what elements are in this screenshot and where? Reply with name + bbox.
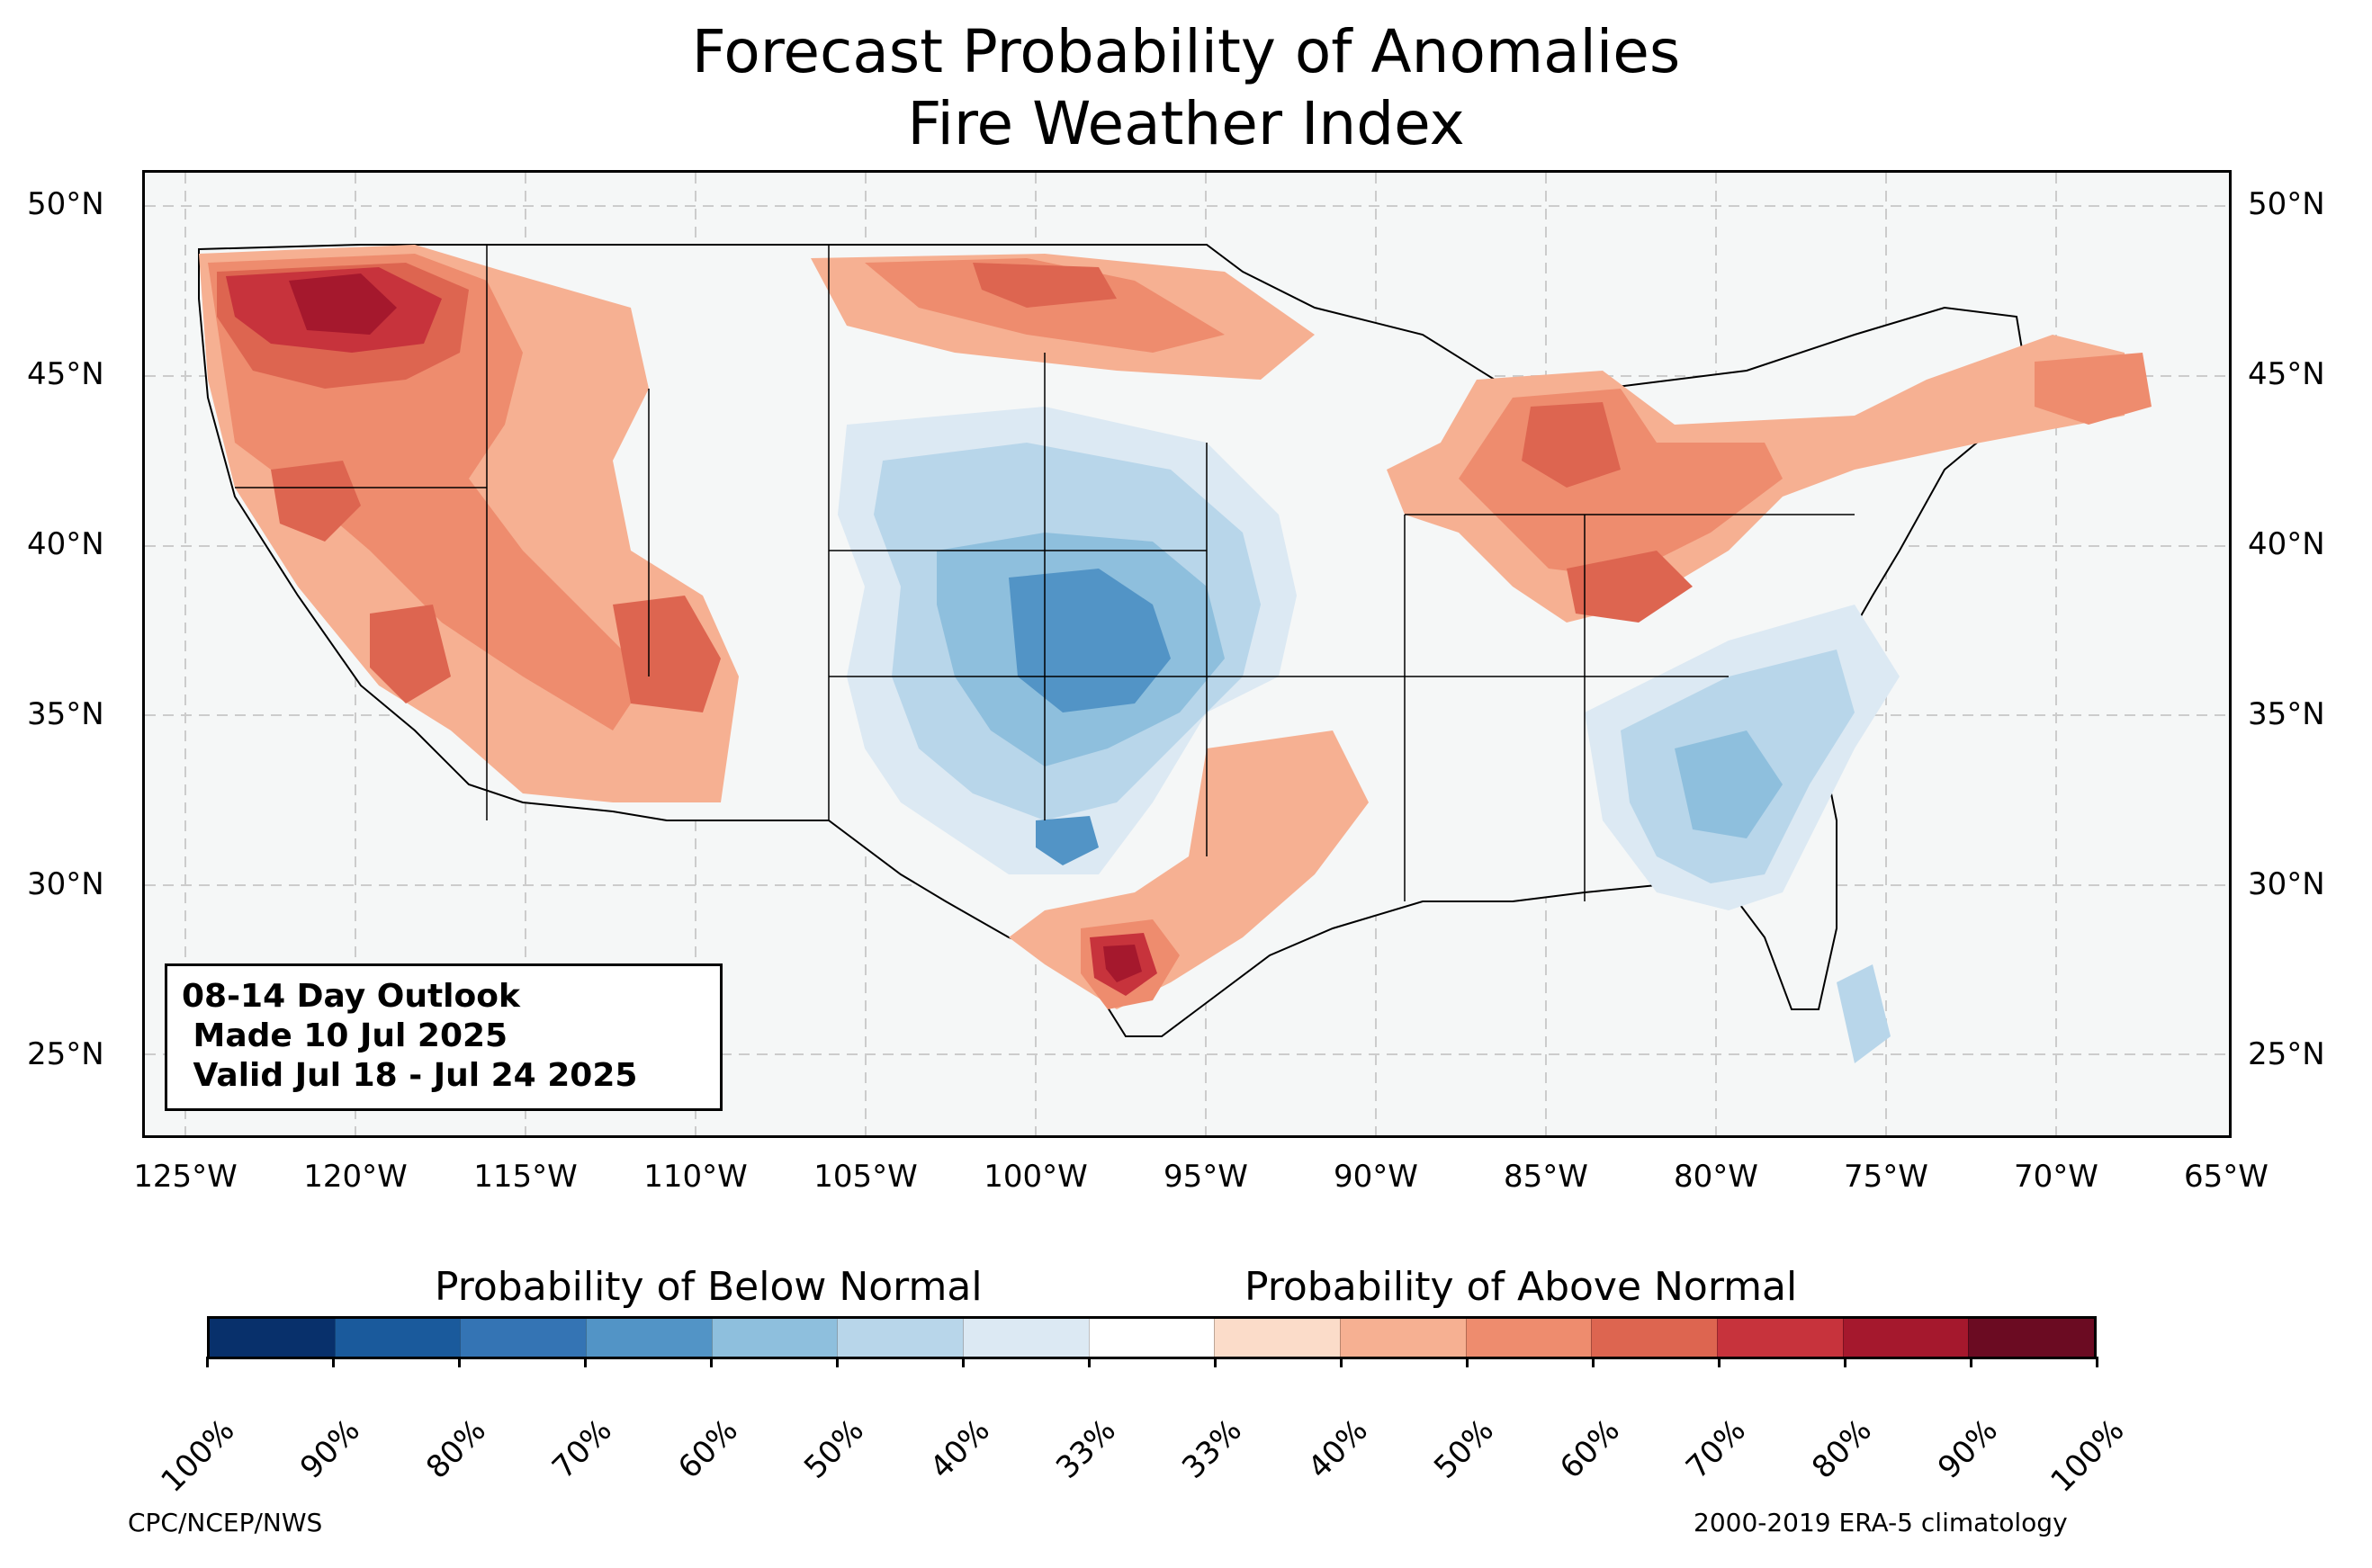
colorbar-tick-mark (1718, 1357, 1721, 1367)
colorbar-tick-mark (206, 1357, 209, 1367)
colorbar-tick-label: 33% (1175, 1412, 1249, 1486)
lat-label-right: 35°N (2248, 696, 2325, 732)
colorbar-tick-mark (332, 1357, 335, 1367)
colorbar-tick-label: 70% (545, 1412, 619, 1486)
colorbar-segment (1842, 1319, 1969, 1357)
lon-label: 120°W (303, 1159, 408, 1195)
climatology-note: 2000-2019 ERA-5 climatology (1694, 1508, 2068, 1537)
colorbar-segment (1214, 1319, 1341, 1357)
map-title-line1: Forecast Probability of Anomalies (691, 17, 1681, 86)
map-title-line2: Fire Weather Index (907, 89, 1465, 158)
lon-label: 95°W (1164, 1159, 1248, 1195)
lat-label-left: 50°N (27, 186, 104, 222)
colorbar-tick-mark (1466, 1357, 1469, 1367)
below-normal-regions (838, 407, 1900, 1063)
colorbar-tick-label: 60% (671, 1412, 745, 1486)
lon-label: 110°W (643, 1159, 748, 1195)
colorbar-tick-mark (1844, 1357, 1846, 1367)
colorbar-tick-mark (1340, 1357, 1343, 1367)
map-canvas (145, 173, 2229, 1135)
source-credit: CPC/NCEP/NWS (128, 1508, 323, 1537)
lon-label: 115°W (473, 1159, 578, 1195)
colorbar-tick-label: 90% (293, 1412, 367, 1486)
colorbar-tick-label: 50% (1427, 1412, 1501, 1486)
colorbar-tick-label: 40% (1301, 1412, 1375, 1486)
lat-label-right: 50°N (2248, 186, 2325, 222)
colorbar-segment (1088, 1319, 1215, 1357)
colorbar-tick-mark (1592, 1357, 1595, 1367)
lon-label: 125°W (133, 1159, 238, 1195)
outlook-valid-range: Valid Jul 18 - Jul 24 2025 (182, 1057, 638, 1094)
lon-label: 105°W (813, 1159, 918, 1195)
colorbar-tick-mark (2096, 1357, 2098, 1367)
colorbar-segment (460, 1319, 587, 1357)
colorbar-tick-mark (458, 1357, 461, 1367)
lat-label-right: 45°N (2248, 356, 2325, 392)
colorbar-segment (334, 1319, 461, 1357)
colorbar-segment (210, 1319, 335, 1357)
map-panel (142, 170, 2232, 1138)
lat-label-right: 40°N (2248, 526, 2325, 562)
outlook-line: 08-14 Day Outlook (182, 978, 520, 1015)
colorbar-tick-label: 100% (2044, 1412, 2132, 1501)
colorbar-tick-label: 80% (1805, 1412, 1879, 1486)
colorbar-tick-mark (1088, 1357, 1091, 1367)
colorbar-tick-mark (584, 1357, 587, 1367)
below-normal-heading: Probability of Below Normal (435, 1264, 983, 1310)
colorbar-tick-label: 40% (923, 1412, 997, 1486)
lat-label-left: 40°N (27, 526, 104, 562)
colorbar-tick-label: 33% (1049, 1412, 1123, 1486)
above-normal-regions (199, 245, 2152, 1009)
colorbar-segment (1968, 1319, 2095, 1357)
lat-label-left: 25°N (27, 1036, 104, 1072)
colorbar-tick-mark (1970, 1357, 1972, 1367)
outlook-made-date: Made 10 Jul 2025 (182, 1017, 508, 1054)
outlook-info-box: 08-14 Day Outlook Made 10 Jul 2025 Valid… (165, 963, 723, 1111)
lon-label: 70°W (2014, 1159, 2098, 1195)
state-borders (235, 245, 1855, 901)
lat-label-right: 30°N (2248, 866, 2325, 902)
lon-label: 80°W (1674, 1159, 1758, 1195)
colorbar-segment (837, 1319, 964, 1357)
colorbar-tick-mark (962, 1357, 965, 1367)
lat-label-left: 30°N (27, 866, 104, 902)
lon-label: 75°W (1844, 1159, 1928, 1195)
lat-label-left: 35°N (27, 696, 104, 732)
colorbar-tick-label: 80% (419, 1412, 493, 1486)
above-normal-heading: Probability of Above Normal (1244, 1264, 1798, 1310)
colorbar-tick-mark (1214, 1357, 1217, 1367)
lon-label: 90°W (1334, 1159, 1418, 1195)
colorbar-segment (1591, 1319, 1718, 1357)
colorbar-segment (586, 1319, 712, 1357)
colorbar-segment (963, 1319, 1089, 1357)
lon-label: 65°W (2184, 1159, 2269, 1195)
lat-label-left: 45°N (27, 356, 104, 392)
colorbar-segment (711, 1319, 838, 1357)
colorbar-tick-mark (836, 1357, 839, 1367)
colorbar-tick-mark (710, 1357, 713, 1367)
colorbar (207, 1316, 2097, 1359)
colorbar-tick-label: 100% (154, 1412, 242, 1501)
colorbar-tick-label: 60% (1553, 1412, 1627, 1486)
lon-label: 100°W (984, 1159, 1088, 1195)
colorbar-segment (1465, 1319, 1592, 1357)
lat-label-right: 25°N (2248, 1036, 2325, 1072)
colorbar-tick-label: 90% (1931, 1412, 2005, 1486)
colorbar-tick-label: 70% (1679, 1412, 1753, 1486)
colorbar-segment (1717, 1319, 1843, 1357)
colorbar-tick-label: 50% (797, 1412, 871, 1486)
lon-label: 85°W (1504, 1159, 1588, 1195)
colorbar-segment (1340, 1319, 1466, 1357)
